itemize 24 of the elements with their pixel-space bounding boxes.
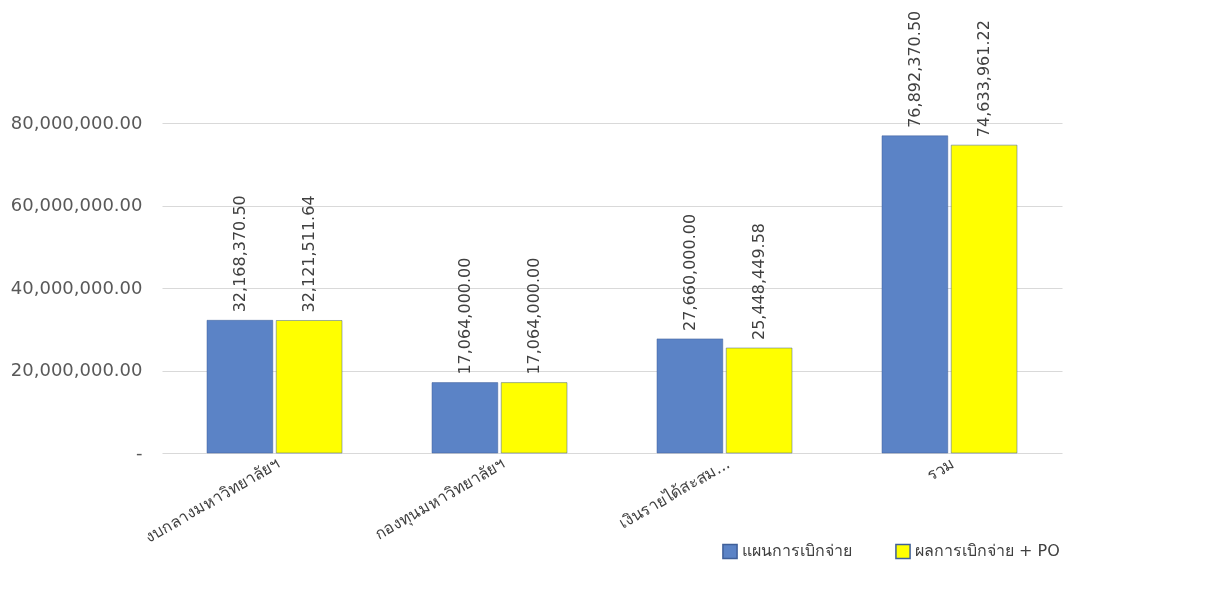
y-tick-label: 80,000,000.00	[10, 111, 143, 133]
y-tick-label: 20,000,000.00	[10, 359, 143, 380]
bar	[725, 347, 793, 454]
bar	[500, 382, 568, 454]
y-tick-label: -	[136, 441, 143, 463]
data-label: 76,892,370.50	[904, 10, 924, 128]
bar	[656, 338, 724, 454]
data-label: 17,064,000.00	[454, 257, 474, 375]
y-tick-label: 60,000,000.00	[10, 194, 143, 215]
bar	[206, 320, 274, 454]
bar	[950, 144, 1018, 454]
data-label: 17,064,000.00	[524, 257, 544, 375]
y-tick-label: 40,000,000.00	[10, 276, 143, 298]
data-label: 32,121,511.64	[299, 195, 319, 313]
bar	[431, 382, 499, 454]
legend-label: แผนการเบิกจ่าย	[742, 541, 852, 561]
x-tick-label: รวม	[923, 453, 958, 485]
data-label: 27,660,000.00	[679, 213, 699, 331]
data-label: 25,448,449.58	[749, 222, 769, 341]
legend-label: ผลการเบิกจ่าย + PO	[915, 541, 1060, 561]
data-label: 74,633,961.22	[974, 20, 994, 138]
data-label: 32,168,370.50	[229, 195, 249, 313]
bar	[881, 135, 949, 454]
bar	[275, 320, 343, 454]
